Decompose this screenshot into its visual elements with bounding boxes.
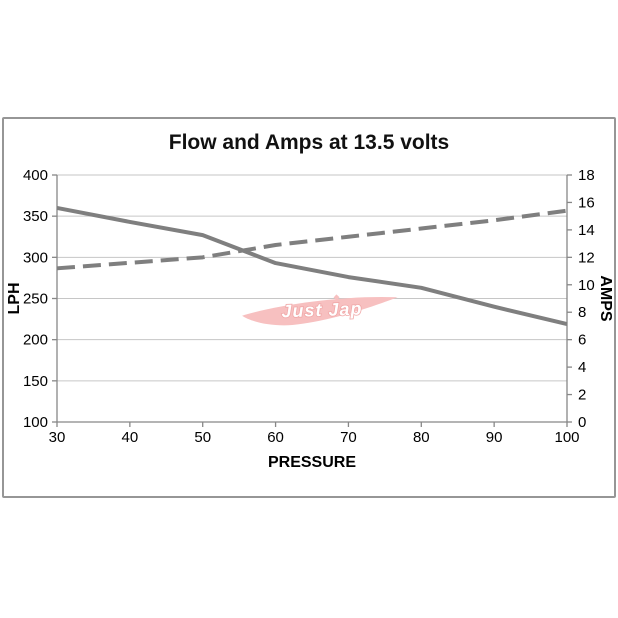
y-axis-tick-label: 150 (23, 373, 48, 390)
right-axis-tick-label: 16 (578, 194, 595, 211)
watermark-swoosh (242, 296, 398, 326)
chart-title: Flow and Amps at 13.5 volts (168, 131, 450, 154)
x-axis-tick-label: 100 (554, 429, 579, 446)
right-axis-tick-label: 6 (578, 332, 586, 349)
right-axis-tick-label: 14 (578, 222, 595, 239)
right-axis-title: AMPS (597, 275, 614, 322)
right-axis-tick-label: 18 (578, 167, 595, 184)
x-axis-tick-label: 70 (340, 429, 357, 446)
x-axis-title: PRESSURE (268, 454, 356, 471)
x-axis-tick-label: 30 (49, 429, 66, 446)
y-axis-tick-label: 100 (23, 414, 48, 431)
x-axis-tick-label: 50 (194, 429, 211, 446)
y-axis-tick-label: 350 (23, 208, 48, 225)
x-axis-tick-label: 60 (267, 429, 284, 446)
flow-line (56, 205, 568, 326)
watermark-logo: Just Jap (242, 294, 398, 326)
right-axis-tick-label: 2 (578, 387, 586, 404)
y-axis-tick-label: 400 (23, 167, 48, 184)
y-axis-tick-label: 300 (23, 249, 48, 266)
left-axis-title: LPH (6, 283, 23, 315)
x-axis-tick-label: 90 (486, 429, 503, 446)
right-axis-tick-label: 12 (578, 249, 595, 266)
right-axis-tick-label: 0 (578, 414, 586, 431)
y-axis-tick-label: 250 (23, 291, 48, 308)
watermark-text: Just Jap (281, 299, 363, 322)
watermark-spark (333, 294, 340, 301)
y-axis-tick-label: 200 (23, 332, 48, 349)
right-axis-tick-label: 10 (578, 277, 595, 294)
amps-line (56, 208, 568, 271)
x-axis-tick-label: 40 (122, 429, 139, 446)
right-axis-tick-label: 8 (578, 304, 586, 321)
chart-container: Flow and Amps at 13.5 volts 400 350 300 250… (2, 117, 616, 498)
right-axis-tick-label: 4 (578, 359, 586, 376)
x-axis-tick-label: 80 (413, 429, 430, 446)
